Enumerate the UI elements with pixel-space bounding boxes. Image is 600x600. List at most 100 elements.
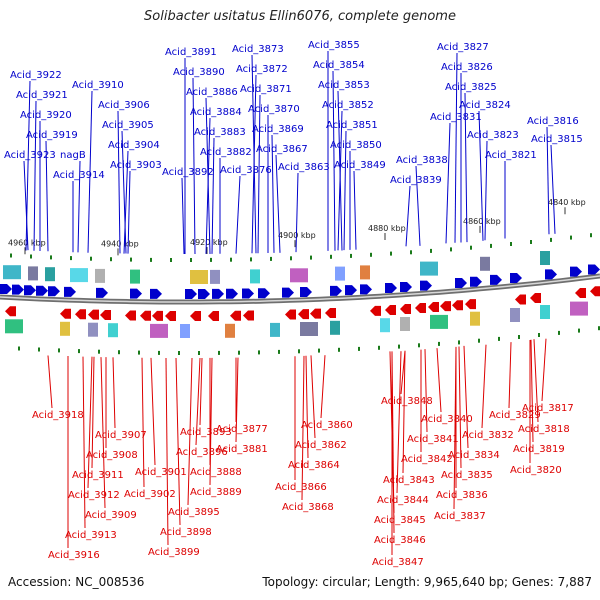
- feature-tick-forward: [190, 258, 192, 262]
- forward-gene-label: Acid_3922: [10, 70, 62, 81]
- forward-gene-label: Acid_3825: [445, 82, 497, 93]
- forward-gene-arrow: [150, 288, 162, 299]
- forward-gene-label: Acid_3853: [318, 80, 370, 91]
- reverse-gene-label: Acid_3862: [295, 440, 347, 451]
- forward-gene-leader: [478, 110, 484, 241]
- forward-gene-label: Acid_3816: [527, 116, 579, 127]
- forward-gene-leader: [415, 165, 421, 246]
- feature-tick-reverse: [58, 348, 60, 353]
- reverse-feature-box: [5, 319, 23, 334]
- feature-tick-forward: [390, 251, 392, 256]
- reverse-gene-arrow: [325, 308, 336, 319]
- forward-gene-label: Acid_3903: [110, 160, 162, 171]
- reverse-feature-box: [380, 318, 390, 333]
- forward-feature-box: [250, 269, 260, 284]
- forward-feature-box: [420, 261, 438, 276]
- reverse-feature-box: [430, 314, 448, 329]
- feature-tick-reverse: [138, 350, 140, 355]
- reverse-gene-leader: [533, 339, 539, 423]
- reverse-feature-box: [180, 324, 190, 338]
- feature-tick-forward: [10, 253, 12, 258]
- reverse-gene-label: Acid_3909: [85, 510, 137, 521]
- forward-gene-label: Acid_3921: [16, 90, 68, 101]
- forward-gene-label: Acid_3920: [20, 110, 72, 121]
- forward-gene-leader: [87, 90, 93, 253]
- forward-gene-arrow: [24, 285, 36, 296]
- reverse-gene-arrow: [298, 309, 309, 320]
- feature-tick-reverse: [38, 347, 40, 352]
- scale-label: 4960 kbp: [8, 238, 46, 247]
- reverse-gene-arrow: [590, 286, 600, 297]
- reverse-gene-leader: [195, 357, 201, 446]
- reverse-feature-box: [88, 322, 98, 337]
- forward-gene-label: Acid_3821: [485, 150, 537, 161]
- reverse-gene-leader: [301, 355, 305, 501]
- forward-gene-leader: [271, 134, 275, 253]
- feature-tick-reverse: [258, 350, 260, 355]
- feature-tick-forward: [230, 257, 232, 262]
- reverse-gene-leader: [436, 348, 442, 413]
- forward-gene-leader: [211, 137, 215, 254]
- reverse-gene-arrow: [152, 310, 163, 321]
- reverse-gene-label: Acid_3860: [301, 420, 353, 431]
- forward-feature-box: [3, 265, 21, 280]
- forward-gene-leader: [343, 130, 347, 251]
- feature-tick-forward: [50, 255, 52, 260]
- reverse-gene-leader: [463, 345, 469, 449]
- feature-tick-reverse: [98, 349, 100, 354]
- reverse-gene-arrow: [88, 309, 99, 320]
- reverse-gene-leader: [305, 355, 309, 459]
- forward-gene-label: Acid_3827: [437, 42, 489, 53]
- reverse-gene-label: Acid_3844: [377, 495, 429, 506]
- forward-gene-leader: [77, 160, 81, 253]
- feature-tick-forward: [310, 255, 312, 260]
- forward-gene-label: Acid_3884: [190, 107, 242, 118]
- forward-gene-label: Acid_3890: [173, 67, 225, 78]
- feature-tick-reverse: [18, 346, 20, 351]
- scale-label: 4880 kbp: [368, 224, 406, 233]
- reverse-gene-leader: [82, 356, 86, 529]
- forward-gene-leader: [332, 70, 336, 251]
- feature-tick-forward: [270, 256, 272, 261]
- forward-gene-leader: [181, 177, 185, 255]
- forward-gene-label: Acid_3863: [278, 162, 330, 173]
- reverse-gene-label: Acid_3836: [436, 490, 488, 501]
- forward-gene-label: Acid_3831: [430, 112, 482, 123]
- feature-tick-reverse: [598, 326, 600, 331]
- forward-gene-label: Acid_3873: [232, 44, 284, 55]
- forward-gene-leader: [23, 160, 29, 251]
- forward-gene-leader: [123, 150, 129, 254]
- reverse-gene-label: Acid_3898: [160, 527, 212, 538]
- forward-gene-arrow: [400, 282, 412, 292]
- reverse-gene-leader: [402, 350, 406, 474]
- genome-backbone-highlight: [0, 275, 600, 303]
- feature-tick-reverse: [438, 341, 440, 346]
- scale-label: 4860 kbp: [463, 217, 501, 226]
- forward-gene-leader: [405, 185, 411, 247]
- forward-gene-label: Acid_3904: [108, 140, 160, 151]
- reverse-gene-leader: [481, 344, 487, 429]
- forward-gene-arrow: [212, 288, 224, 299]
- reverse-gene-label: Acid_3818: [518, 424, 570, 435]
- reverse-gene-arrow: [530, 293, 541, 304]
- reverse-gene-arrow: [208, 310, 219, 321]
- reverse-gene-arrow: [285, 309, 296, 320]
- forward-gene-arrow: [282, 287, 294, 298]
- scale-label: 4840 kbp: [548, 198, 586, 207]
- reverse-gene-leader: [400, 350, 406, 395]
- reverse-gene-leader: [112, 357, 116, 429]
- reverse-gene-leader: [141, 357, 145, 488]
- forward-gene-leader: [127, 170, 131, 254]
- forward-gene-label: Acid_3839: [390, 175, 442, 186]
- forward-gene-label: Acid_3855: [308, 40, 360, 51]
- reverse-gene-label: Acid_3840: [421, 414, 473, 425]
- feature-tick-forward: [210, 257, 212, 262]
- reverse-feature-box: [540, 305, 550, 319]
- forward-gene-leader: [546, 126, 550, 235]
- feature-tick-forward: [470, 245, 472, 250]
- forward-gene-arrow: [588, 264, 600, 275]
- forward-gene-arrow: [198, 289, 210, 300]
- reverse-gene-label: Acid_3837: [434, 511, 486, 522]
